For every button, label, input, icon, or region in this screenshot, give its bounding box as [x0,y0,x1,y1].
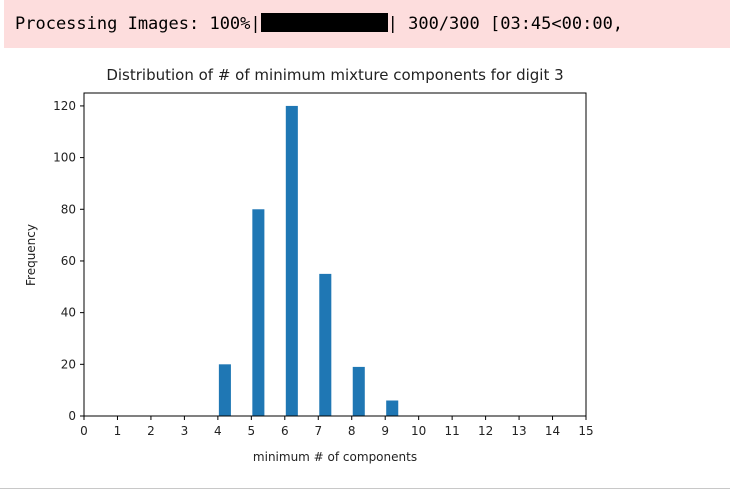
bars [218,105,399,417]
x-tick-label: 11 [444,424,459,438]
x-tick-label: 3 [181,424,189,438]
x-tick-label: 14 [545,424,560,438]
x-tick-label: 7 [314,424,322,438]
y-axis-label: Frequency [24,224,38,286]
plot-frame [83,92,587,417]
histogram-bar [252,209,265,416]
histogram-bar [285,105,298,417]
progress-bar [260,13,388,32]
y-tick-label: 80 [61,202,76,216]
cell-divider [0,488,730,489]
chart-title: Distribution of # of minimum mixture com… [106,66,563,84]
histogram-bar [218,364,231,416]
progress-label: Processing Images: 100%| [15,14,261,34]
y-tick-label: 120 [53,99,76,113]
histogram-chart: Distribution of # of minimum mixture com… [24,66,594,464]
y-axis-ticks: 0 20 40 60 80 100 120 [53,99,84,423]
histogram-bar [319,273,332,416]
progress-line: Processing Images: 100%| | 300/300 [03:45… [15,13,623,35]
y-tick-label: 40 [61,306,76,320]
x-tick-label: 15 [578,424,593,438]
x-tick-label: 12 [478,424,493,438]
x-tick-label: 8 [348,424,356,438]
x-tick-label: 1 [114,424,122,438]
y-tick-label: 0 [68,409,76,423]
x-tick-label: 2 [147,424,155,438]
x-tick-label: 5 [248,424,256,438]
x-axis-label: minimum # of components [253,450,417,464]
y-tick-label: 60 [61,254,76,268]
histogram-bar [352,366,365,416]
y-tick-label: 100 [53,151,76,165]
x-axis-ticks: 0 1 2 3 4 5 6 7 8 9 10 11 12 13 14 15 [80,416,594,438]
x-tick-label: 13 [511,424,526,438]
stderr-output: Processing Images: 100%| | 300/300 [03:45… [4,0,730,48]
x-tick-label: 6 [281,424,289,438]
progress-status: | 300/300 [03:45<00:00, [387,14,624,34]
histogram-bar [386,400,399,416]
x-tick-label: 4 [214,424,222,438]
y-tick-label: 20 [61,357,76,371]
x-tick-label: 10 [411,424,426,438]
x-tick-label: 9 [381,424,389,438]
x-tick-label: 0 [80,424,88,438]
